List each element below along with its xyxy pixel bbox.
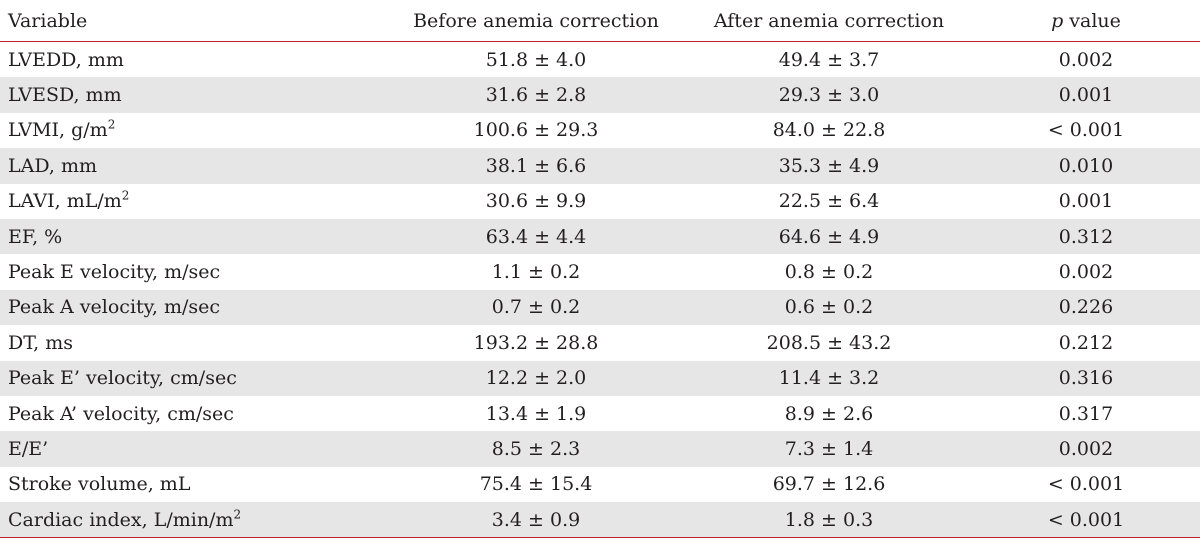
row-variable-label: LAVI, mL/m bbox=[8, 190, 122, 213]
row-p-value: 0.001 bbox=[972, 77, 1200, 113]
row-variable: EF, % bbox=[0, 218, 386, 255]
row-p-value: 0.002 bbox=[1058, 48, 1114, 71]
row-after-value: 1.8 ± 0.3 bbox=[686, 502, 972, 539]
row-variable-label: EF, % bbox=[8, 225, 63, 248]
row-variable-label: E/E’ bbox=[8, 437, 49, 460]
row-after-value: 8.9 ± 2.6 bbox=[784, 402, 874, 425]
row-variable-label: Peak E velocity, m/sec bbox=[8, 261, 221, 284]
row-p-value: < 0.001 bbox=[1047, 473, 1125, 496]
row-variable: LAVI, mL/m2 bbox=[0, 184, 386, 219]
table-row: DT, ms 193.2 ± 28.8 208.5 ± 43.2 0.212 bbox=[0, 325, 1200, 360]
header-variable: Variable bbox=[0, 0, 386, 42]
row-variable: Peak E velocity, m/sec bbox=[0, 254, 386, 289]
row-before-value: 100.6 ± 29.3 bbox=[473, 119, 599, 142]
row-after-value: 69.7 ± 12.6 bbox=[772, 473, 886, 496]
row-before-value: 8.5 ± 2.3 bbox=[386, 431, 686, 467]
row-before-value: 3.4 ± 0.9 bbox=[386, 502, 686, 539]
row-before-value: 75.4 ± 15.4 bbox=[479, 473, 593, 496]
row-variable-label: Peak A’ velocity, cm/sec bbox=[8, 402, 234, 425]
table-row: Peak A’ velocity, cm/sec 13.4 ± 1.9 8.9 ± … bbox=[0, 396, 1200, 431]
row-variable-label: LVEDD, mm bbox=[8, 48, 124, 71]
table-row: Peak E velocity, m/sec 1.1 ± 0.2 0.8 ± 0.2… bbox=[0, 254, 1200, 289]
row-variable: LVEDD, mm bbox=[0, 42, 386, 78]
row-before-value: 13.4 ± 1.9 bbox=[485, 402, 587, 425]
row-variable: Cardiac index, L/min/m2 bbox=[0, 502, 386, 539]
row-p-value: 0.010 bbox=[972, 148, 1200, 184]
row-p-value: 0.001 bbox=[1058, 190, 1114, 213]
header-after: After anemia correction bbox=[686, 0, 972, 42]
table-row: LVESD, mm 31.6 ± 2.8 29.3 ± 3.0 0.001 bbox=[0, 77, 1200, 113]
row-before-value: 63.4 ± 4.4 bbox=[386, 218, 686, 255]
row-before-value: 31.6 ± 2.8 bbox=[386, 77, 686, 113]
row-p-value: 0.212 bbox=[1058, 331, 1114, 354]
table-row: LAD, mm 38.1 ± 6.6 35.3 ± 4.9 0.010 bbox=[0, 148, 1200, 184]
table-row: Peak A velocity, m/sec 0.7 ± 0.2 0.6 ± 0.2… bbox=[0, 289, 1200, 326]
row-variable: Peak E’ velocity, cm/sec bbox=[0, 360, 386, 396]
row-variable: Peak A velocity, m/sec bbox=[0, 289, 386, 326]
row-p-value: 0.317 bbox=[1058, 402, 1114, 425]
row-before-value: 0.7 ± 0.2 bbox=[386, 289, 686, 326]
table-row: LAVI, mL/m2 30.6 ± 9.9 22.5 ± 6.4 0.001 bbox=[0, 184, 1200, 219]
row-variable-label: Cardiac index, L/min/m bbox=[8, 508, 234, 531]
header-before: Before anemia correction bbox=[386, 0, 686, 42]
row-variable: Peak A’ velocity, cm/sec bbox=[0, 396, 386, 431]
row-variable-label: Stroke volume, mL bbox=[8, 473, 191, 496]
row-p-value: < 0.001 bbox=[972, 502, 1200, 539]
row-p-value: < 0.001 bbox=[1047, 119, 1125, 142]
row-variable: E/E’ bbox=[0, 431, 386, 467]
row-before-value: 30.6 ± 9.9 bbox=[485, 190, 587, 213]
row-after-value: 11.4 ± 3.2 bbox=[686, 360, 972, 396]
row-p-value: 0.002 bbox=[1058, 261, 1114, 284]
row-after-value: 22.5 ± 6.4 bbox=[778, 190, 880, 213]
row-before-value: 193.2 ± 28.8 bbox=[473, 331, 599, 354]
row-after-value: 29.3 ± 3.0 bbox=[686, 77, 972, 113]
table-row: Stroke volume, mL 75.4 ± 15.4 69.7 ± 12.6 <… bbox=[0, 467, 1200, 502]
row-variable-label: Peak E’ velocity, cm/sec bbox=[8, 367, 237, 390]
row-before-value: 38.1 ± 6.6 bbox=[386, 148, 686, 184]
row-variable-label: LVMI, g/m bbox=[8, 119, 108, 142]
row-p-value: 0.312 bbox=[972, 218, 1200, 255]
row-variable-label: LAD, mm bbox=[8, 154, 98, 177]
row-variable-superscript: 2 bbox=[233, 507, 242, 522]
row-after-value: 64.6 ± 4.9 bbox=[686, 218, 972, 255]
row-after-value: 35.3 ± 4.9 bbox=[686, 148, 972, 184]
row-variable: DT, ms bbox=[0, 325, 386, 360]
table-row: LVMI, g/m2 100.6 ± 29.3 84.0 ± 22.8 < 0.001 bbox=[0, 113, 1200, 148]
row-before-value: 51.8 ± 4.0 bbox=[485, 48, 587, 71]
header-p-suffix: value bbox=[1063, 9, 1121, 32]
header-p-symbol: p bbox=[1051, 9, 1064, 32]
row-after-value: 208.5 ± 43.2 bbox=[766, 331, 892, 354]
row-after-value: 0.6 ± 0.2 bbox=[686, 289, 972, 326]
row-p-value: 0.002 bbox=[972, 431, 1200, 467]
table-row: LVEDD, mm 51.8 ± 4.0 49.4 ± 3.7 0.002 bbox=[0, 42, 1200, 78]
row-variable-label: LVESD, mm bbox=[8, 84, 122, 107]
row-variable: LAD, mm bbox=[0, 148, 386, 184]
row-variable-label: Peak A velocity, m/sec bbox=[8, 296, 221, 319]
row-variable: LVESD, mm bbox=[0, 77, 386, 113]
row-before-value: 1.1 ± 0.2 bbox=[491, 261, 581, 284]
table-row: Peak E’ velocity, cm/sec 12.2 ± 2.0 11.4 ±… bbox=[0, 360, 1200, 396]
table-row: Cardiac index, L/min/m2 3.4 ± 0.9 1.8 ± 0.… bbox=[0, 502, 1200, 539]
table-row: EF, % 63.4 ± 4.4 64.6 ± 4.9 0.312 bbox=[0, 218, 1200, 255]
table-header: Variable Before anemia correction After … bbox=[0, 0, 1200, 42]
row-before-value: 12.2 ± 2.0 bbox=[386, 360, 686, 396]
row-after-value: 0.8 ± 0.2 bbox=[784, 261, 874, 284]
header-p-value: p value bbox=[972, 0, 1200, 42]
row-after-value: 84.0 ± 22.8 bbox=[772, 119, 886, 142]
table-row: E/E’ 8.5 ± 2.3 7.3 ± 1.4 0.002 bbox=[0, 431, 1200, 467]
row-after-value: 7.3 ± 1.4 bbox=[686, 431, 972, 467]
row-variable: Stroke volume, mL bbox=[0, 467, 386, 502]
row-variable-label: DT, ms bbox=[8, 331, 73, 354]
row-p-value: 0.316 bbox=[972, 360, 1200, 396]
row-after-value: 49.4 ± 3.7 bbox=[778, 48, 880, 71]
row-variable: LVMI, g/m2 bbox=[0, 113, 386, 148]
row-variable-superscript: 2 bbox=[107, 118, 116, 133]
row-variable-superscript: 2 bbox=[121, 188, 130, 203]
table-body: LVEDD, mm 51.8 ± 4.0 49.4 ± 3.7 0.002 LVESD,… bbox=[0, 42, 1200, 539]
header-row: Variable Before anemia correction After … bbox=[0, 0, 1200, 42]
row-p-value: 0.226 bbox=[972, 289, 1200, 326]
